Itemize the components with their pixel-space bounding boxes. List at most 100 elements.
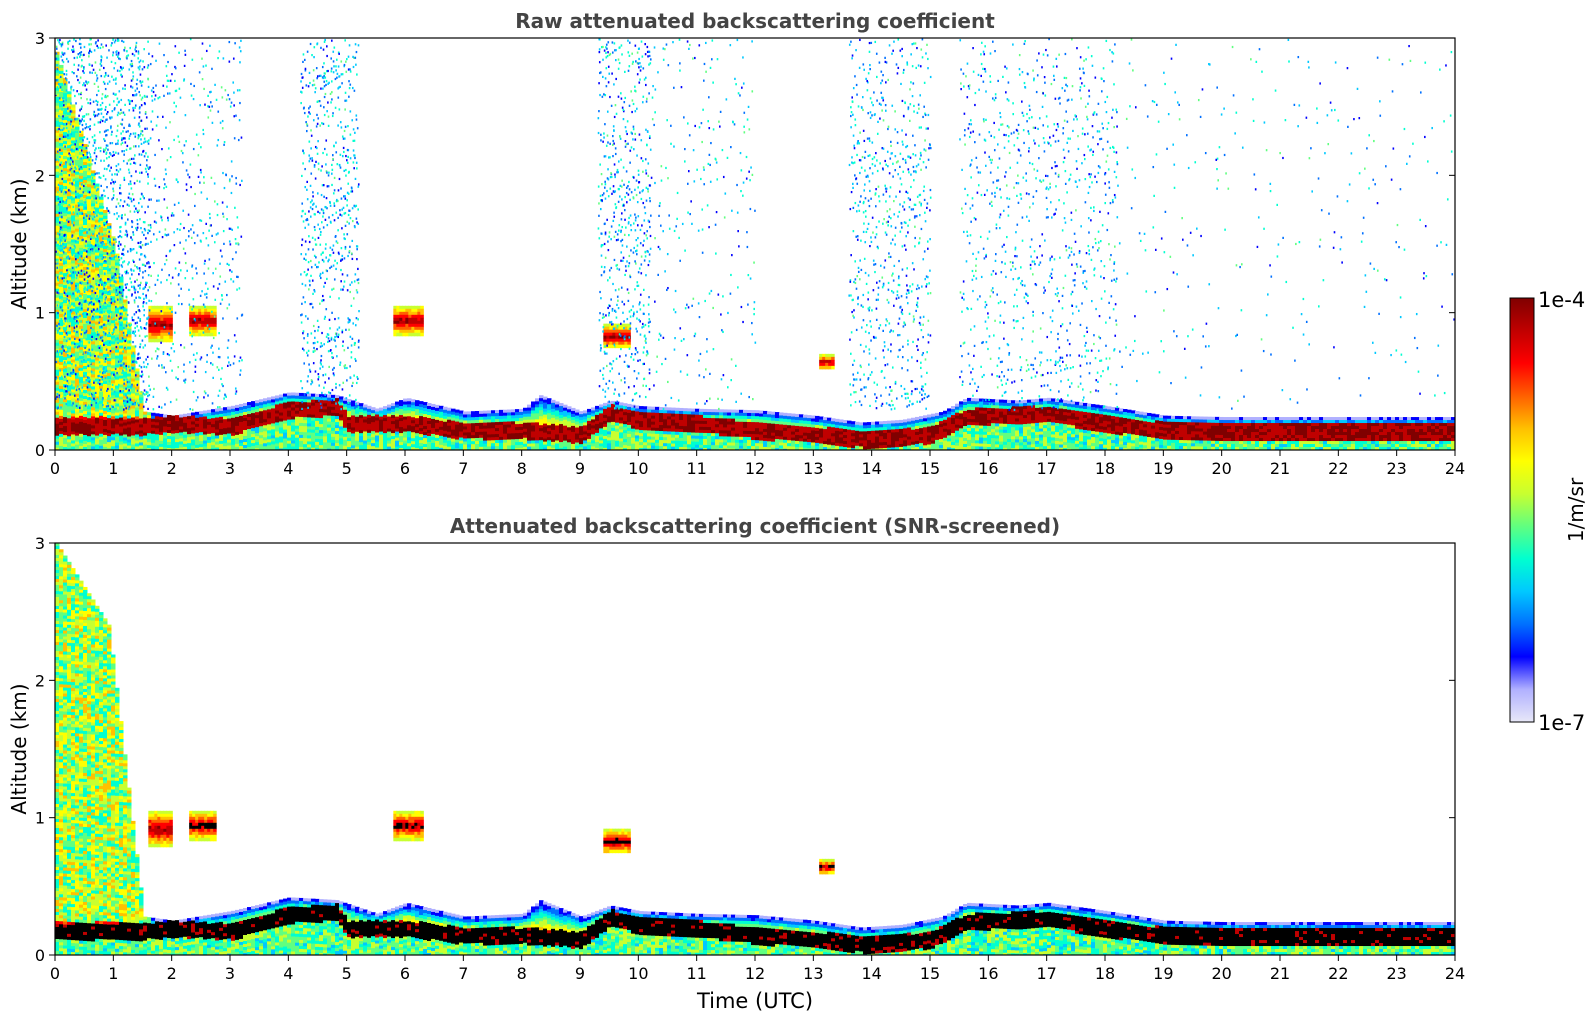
heatmap-cell [115,280,120,285]
heatmap-cell [147,448,152,450]
heatmap-cell [975,440,980,444]
heatmap-cell [79,307,84,312]
heatmap-cell [535,401,540,405]
heatmap-cell [435,434,440,439]
heatmap-cell [211,442,216,446]
heatmap-cell [607,437,612,441]
heatmap-cell [135,413,140,417]
heatmap-cell [827,441,832,446]
heatmap-cell [955,448,960,450]
heatmap-cell [399,430,404,434]
heatmap-cell [723,409,728,413]
heatmap-cell [935,436,940,441]
heatmap-cell [819,440,824,445]
heatmap-cell [895,447,900,450]
heatmap-cell [463,426,468,430]
heatmap-cell [403,431,408,436]
heatmap-cell [839,431,844,435]
heatmap-cell [223,413,228,417]
heatmap-cell [111,278,116,282]
heatmap-cell [87,367,92,371]
heatmap-cell [79,130,84,135]
heatmap-cell [287,398,292,403]
heatmap-cell [139,427,144,431]
heatmap-cell [963,431,968,436]
heatmap-cell [711,418,716,422]
heatmap-cell [95,336,100,341]
heatmap-cell [515,442,520,446]
heatmap-cell [99,259,104,264]
heatmap-cell [243,441,248,446]
heatmap-cell [139,397,144,401]
heatmap-cell [299,401,304,406]
heatmap-cell [355,428,360,433]
heatmap-cell [383,439,388,443]
heatmap-cell [131,426,136,430]
heatmap-cell [399,418,404,422]
heatmap-cell [819,428,824,433]
heatmap-cell [243,411,248,416]
heatmap-cell [107,427,112,431]
heatmap-cell [91,284,96,288]
heatmap-cell [111,413,116,417]
heatmap-cell [223,431,228,435]
heatmap-cell [587,429,592,434]
heatmap-cell [423,426,428,430]
heatmap-cell [291,425,296,429]
heatmap-cell [59,130,64,135]
heatmap-cell [559,412,564,416]
heatmap-cell [363,428,368,432]
heatmap-cell [475,419,480,424]
heatmap-cell [107,304,112,308]
heatmap-cell [55,195,60,200]
heatmap-cell [95,267,100,272]
heatmap-cell [67,400,72,404]
heatmap-cell [615,443,620,448]
heatmap-cell [87,172,92,176]
heatmap-cell [967,400,972,405]
heatmap-cell [455,445,460,450]
heatmap-cell [983,407,988,412]
heatmap-cell [75,333,80,338]
heatmap-cell [55,432,60,437]
heatmap-cell [283,408,288,413]
heatmap-cell [599,443,604,447]
heatmap-cell [79,436,84,441]
heatmap-cell [87,226,92,230]
heatmap-cell [91,425,96,429]
heatmap-cell [371,428,376,432]
heatmap-cell [987,446,992,450]
heatmap-cell [171,415,176,420]
heatmap-cell [91,356,96,360]
heatmap-cell [119,414,124,419]
heatmap-cell [171,418,176,423]
heatmap-cell [83,294,88,298]
heatmap-cell [67,223,72,227]
heatmap-cell [395,407,400,412]
heatmap-cell [91,419,96,423]
heatmap-cell [615,440,620,445]
heatmap-cell [119,351,124,356]
heatmap-cell [95,285,100,290]
heatmap-cell [107,442,112,446]
heatmap-cell [711,427,716,431]
heatmap-cell [603,438,608,443]
heatmap-cell [107,325,112,329]
heatmap-cell [215,444,220,449]
heatmap-cell [55,72,60,77]
heatmap-cell [75,204,80,209]
heatmap-cell [63,414,68,418]
heatmap-cell [943,416,948,421]
heatmap-cell [115,376,120,381]
heatmap-cell [331,409,336,414]
heatmap-cell [167,448,172,450]
heatmap-cell [271,432,276,436]
heatmap-cell [451,432,456,437]
heatmap-cell [63,381,68,385]
heatmap-cell [55,147,60,152]
heatmap-cell [163,432,168,436]
heatmap-cell [331,412,336,417]
heatmap-cell [439,423,444,428]
heatmap-cell [699,426,704,431]
heatmap-cell [55,288,60,293]
